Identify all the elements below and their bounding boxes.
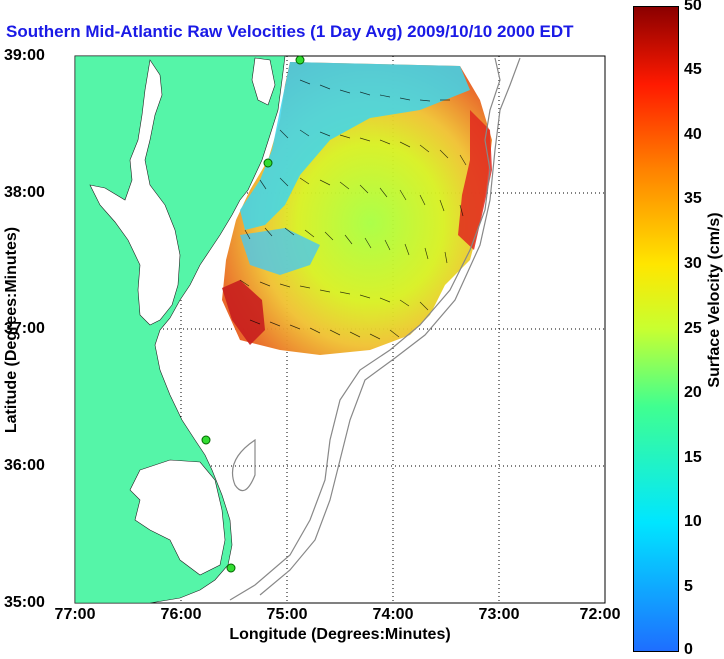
y-tick-label: 37:00 (4, 320, 45, 337)
colorbar-tick: 45 (684, 61, 702, 78)
delaware-bay (251, 57, 276, 106)
colorbar-tick: 25 (684, 320, 702, 337)
y-tick-label: 36:00 (4, 457, 45, 474)
colorbar-label: Surface Velocity (cm/s) (706, 212, 723, 388)
high-velocity-zone-east (458, 110, 492, 250)
x-tick-label: 76:00 (160, 606, 202, 623)
station-marker (201, 435, 211, 445)
high-velocity-zone-west (222, 280, 265, 345)
station-marker (263, 158, 273, 168)
y-tick-label: 38:00 (4, 184, 45, 201)
x-axis-label: Longitude (Degrees:Minutes) (229, 626, 451, 643)
velocity-vectors (239, 79, 467, 340)
x-tick-label: 74:00 (372, 606, 414, 623)
colorbar-tick: 0 (684, 641, 693, 658)
hf-radar-stations (201, 55, 305, 573)
colorbar-tick: 30 (684, 255, 702, 272)
bathymetry-contours (229, 57, 521, 601)
colorbar-fill (634, 7, 678, 651)
y-tick-label: 35:00 (4, 594, 45, 611)
chesapeake-bay (89, 59, 181, 326)
low-velocity-zone-south (240, 228, 320, 275)
station-marker (226, 563, 236, 573)
map-title: Southern Mid-Atlantic Raw Velocities (1 … (6, 22, 574, 41)
colorbar (633, 6, 679, 652)
colorbar-tick: 50 (684, 0, 702, 14)
colorbar-tick: 40 (684, 126, 702, 143)
x-tick-label: 75:00 (266, 606, 308, 623)
low-velocity-zone (240, 62, 470, 230)
y-axis-label: Latitude (Degrees:Minutes) (3, 226, 20, 434)
y-tick-label: 39:00 (4, 47, 45, 64)
colorbar-tick: 35 (684, 190, 702, 207)
colorbar-tick: 15 (684, 449, 702, 466)
colorbar-tick: 10 (684, 513, 702, 530)
station-marker (295, 55, 305, 65)
pamlico-sound (129, 459, 226, 576)
colorbar-tick: 20 (684, 384, 702, 401)
x-tick-label: 77:00 (54, 606, 96, 623)
colorbar-tick: 5 (684, 578, 693, 595)
x-tick-label: 73:00 (478, 606, 520, 623)
x-tick-label: 72:00 (579, 606, 621, 623)
